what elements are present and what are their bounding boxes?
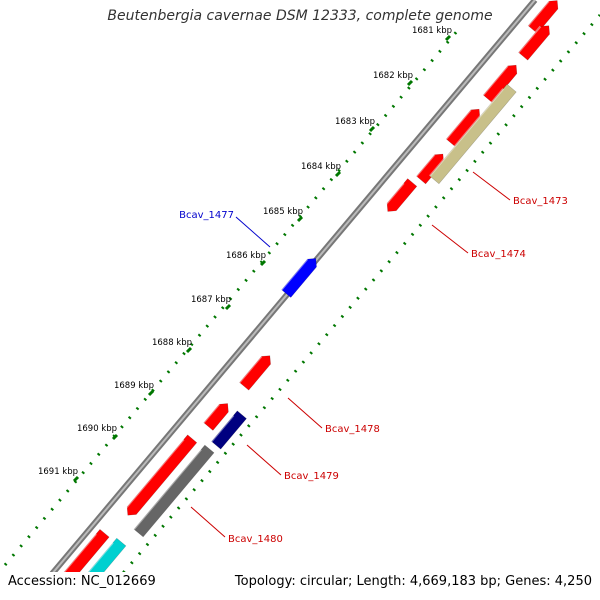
outer-tick-ring [3,29,460,566]
kbp-ticks: 1681 kbp 1682 kbp 1683 kbp 1684 kbp 1685 kbp… [38,26,452,483]
kbp-tick-mark [444,34,452,42]
kbp-tick-label: 1687 kbp [191,295,231,305]
inner-tick-ring [121,14,600,572]
kbp-tick-label: 1681 kbp [412,26,452,36]
kbp-tick-mark [224,303,232,311]
label-leader-line [472,171,511,201]
gene-label[interactable]: Bcav_1479 [284,471,339,482]
cds-feature-bcav-1479[interactable] [210,410,247,450]
kbp-tick-label: 1686 kbp [226,251,266,261]
kbp-tick-label: 1682 kbp [373,71,413,81]
kbp-tick-mark [185,346,193,354]
gene-label[interactable]: Bcav_1474 [471,249,526,260]
kbp-tick-mark [72,475,80,483]
kbp-tick-label: 1685 kbp [263,207,303,217]
accession-text: Accession: NC_012669 [8,574,156,589]
kbp-tick-label: 1689 kbp [114,381,154,391]
label-leader-line [246,444,282,476]
gene-label[interactable]: Bcav_1480 [228,534,283,545]
kbp-tick-mark [111,433,119,441]
cds-feature[interactable] [445,105,484,148]
cds-feature[interactable] [517,22,554,61]
cds-feature[interactable] [415,150,447,185]
summary-text: Topology: circular; Length: 4,669,183 bp… [234,574,592,589]
genome-backbone-highlight [52,0,536,572]
label-leaders: Bcav_1473 Bcav_1474 Bcav_1477 Bcav_1478 Bcav… [179,171,568,545]
cds-feature-bcav-1474[interactable] [382,178,418,216]
kbp-tick-label: 1691 kbp [38,467,78,477]
cds-feature[interactable] [54,529,110,590]
cds-feature[interactable] [482,61,521,104]
gene-label[interactable]: Bcav_1477 [179,210,234,221]
cds-feature-bcav-1477[interactable] [280,255,321,298]
kbp-tick-mark [406,79,414,87]
cds-feature[interactable] [122,434,198,519]
kbp-tick-mark [147,389,155,397]
gene-label[interactable]: Bcav_1478 [325,424,380,435]
kbp-tick-mark [368,125,376,133]
kbp-tick-label: 1690 kbp [77,424,117,434]
cds-feature[interactable] [202,400,233,431]
gene-label[interactable]: Bcav_1473 [513,196,568,207]
label-leader-line [287,397,323,429]
kbp-tick-label: 1688 kbp [152,338,192,348]
kbp-tick-label: 1683 kbp [335,117,375,127]
olive-feature-bcav-1473[interactable] [428,83,517,185]
label-leader-line [431,224,469,254]
label-leader-line [190,506,226,538]
kbp-tick-mark [296,215,304,223]
gray-feature-bcav-1480[interactable] [133,444,215,538]
kbp-tick-label: 1684 kbp [301,162,341,172]
cds-feature-bcav-1478[interactable] [238,352,275,391]
gene-features [54,0,559,592]
kbp-tick-mark [334,170,342,178]
kbp-tick-mark [259,259,267,267]
cyan-feature[interactable] [77,537,127,592]
label-leader-line [235,216,271,248]
genome-title: Beutenbergia cavernae DSM 12333, complet… [107,8,493,24]
